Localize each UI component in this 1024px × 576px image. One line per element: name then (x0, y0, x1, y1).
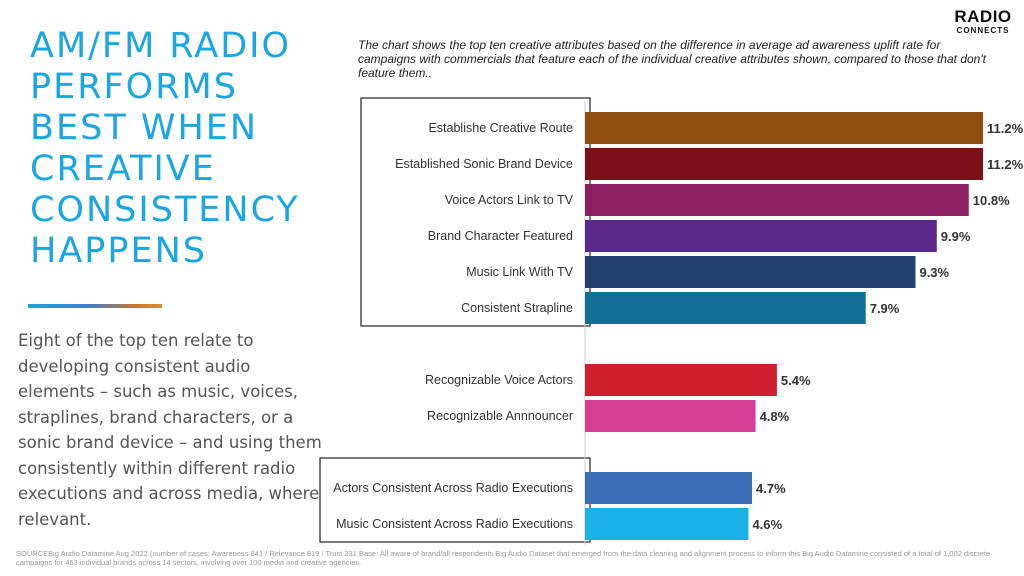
category-label: Consistent Strapline (461, 301, 573, 315)
category-label: Establishe Creative Route (428, 121, 573, 135)
logo-sub-text: CONNECTS (956, 26, 1010, 35)
bar (585, 256, 916, 288)
source-footnote: SOURCEBig Audio Datamine Aug 2022 (numbe… (16, 549, 991, 567)
bar (585, 508, 749, 540)
value-label: 7.9% (870, 301, 900, 316)
bar (585, 400, 756, 432)
bar (585, 220, 937, 252)
bar (585, 472, 753, 504)
category-label: Recognizable Voice Actors (425, 373, 573, 387)
category-label: Established Sonic Brand Device (395, 157, 573, 171)
chart-note: The chart shows the top ten creative att… (358, 38, 986, 80)
body-paragraph: Eight of the top ten relate to developin… (18, 331, 322, 529)
value-label: 10.8% (973, 193, 1010, 208)
value-label: 9.3% (919, 265, 949, 280)
radio-connects-logo: RADIO CONNECTS (948, 7, 1018, 36)
category-label: Voice Actors Link to TV (445, 193, 574, 207)
value-label: 11.2% (987, 121, 1024, 136)
value-label: 11.2% (987, 157, 1024, 172)
bar (585, 112, 983, 144)
value-label: 4.8% (760, 409, 790, 424)
category-label: Actors Consistent Across Radio Execution… (333, 481, 573, 495)
bar (585, 184, 969, 216)
category-label: Music Consistent Across Radio Executions (336, 517, 573, 531)
accent-gradient-bar (28, 304, 162, 308)
bar (585, 364, 777, 396)
category-label: Brand Character Featured (428, 229, 573, 243)
bar (585, 148, 983, 180)
headline: AM/FM RADIO PERFORMS BEST WHEN CREATIVE … (30, 26, 300, 271)
value-label: 4.7% (756, 481, 786, 496)
value-label: 4.6% (752, 517, 782, 532)
bar (585, 292, 866, 324)
value-label: 5.4% (781, 373, 811, 388)
logo-main-text: RADIO (954, 7, 1012, 26)
category-label: Music Link With TV (466, 265, 573, 279)
category-label: Recognizable Annnouncer (427, 409, 573, 423)
value-label: 9.9% (941, 229, 971, 244)
